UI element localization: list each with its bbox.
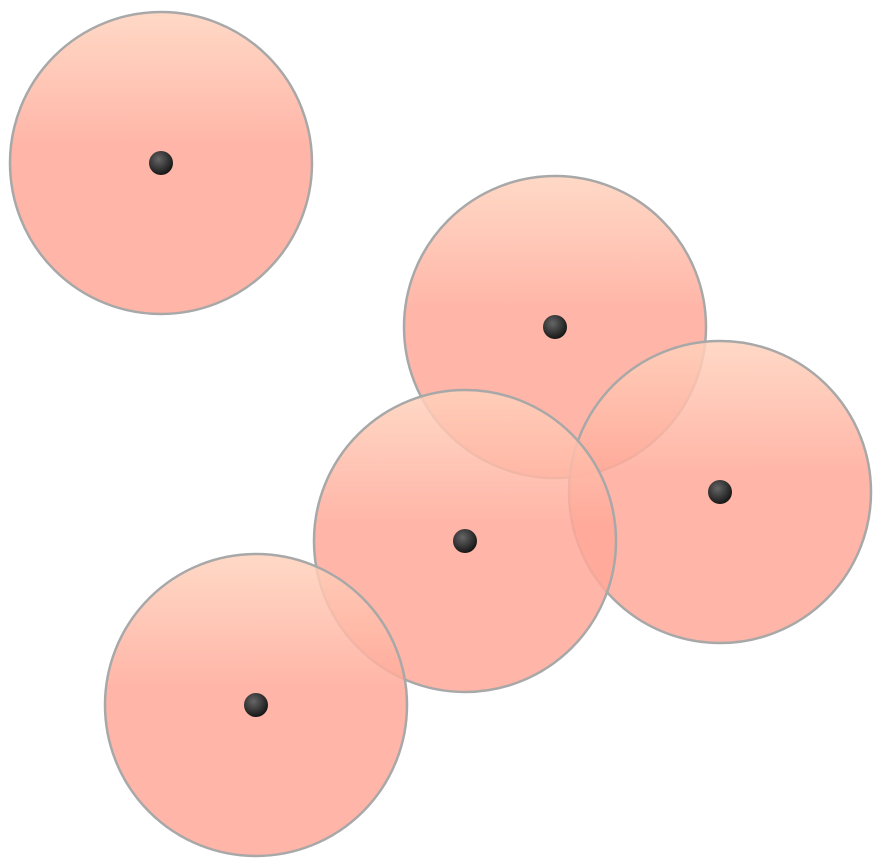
center-dots-layer (149, 151, 732, 717)
center-dot-node-4 (453, 529, 477, 553)
center-dot-node-1 (149, 151, 173, 175)
center-dot-node-2 (543, 315, 567, 339)
center-dot-node-5 (244, 693, 268, 717)
center-dot-node-3 (708, 480, 732, 504)
